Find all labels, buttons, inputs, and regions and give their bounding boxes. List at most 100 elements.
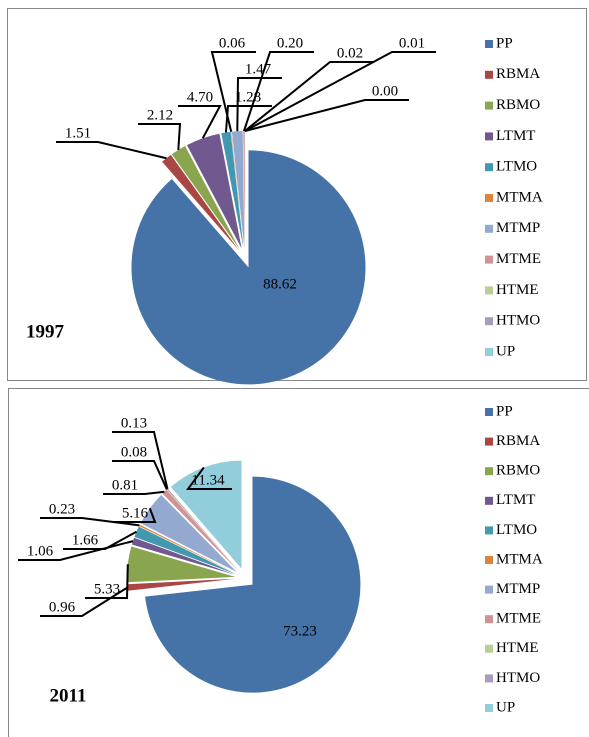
legend-label: MTME [496, 251, 541, 267]
leader-line [56, 141, 167, 160]
legend-swatch [485, 526, 493, 535]
legend-swatch [485, 40, 493, 48]
legend-swatch [485, 132, 493, 141]
legend-label: HTMO [496, 313, 540, 329]
legend-label: HTME [496, 640, 539, 656]
leader-line [63, 530, 137, 550]
data-label: 1.47 [245, 61, 272, 77]
data-label: 1.51 [65, 125, 91, 141]
leader-line [210, 51, 256, 132]
pie-slice [221, 131, 244, 249]
leader-line [224, 105, 272, 133]
panel-frame [8, 388, 589, 737]
legend-swatch [485, 556, 493, 564]
leader-line [40, 586, 128, 617]
data-label: 11.34 [191, 472, 225, 488]
pie-slice [162, 489, 239, 571]
pie-slice [166, 489, 239, 571]
leader-line [186, 466, 232, 490]
legend-label: HTME [496, 282, 539, 298]
panel-frame [7, 8, 587, 381]
legend-swatch [485, 163, 493, 172]
leader-line [112, 431, 169, 490]
chart-title: 2011 [50, 685, 87, 706]
leader-line [112, 460, 168, 490]
pie-slice [140, 495, 237, 573]
legend-swatch [485, 255, 493, 264]
legend-swatch [485, 674, 493, 683]
pie-slice [127, 546, 236, 583]
leader-line [85, 564, 129, 599]
leader-line [244, 61, 374, 132]
legend-label: RBMO [496, 463, 540, 479]
data-label: 5.16 [122, 505, 149, 521]
legend-label: HTMO [496, 670, 540, 686]
pie-slice [162, 154, 239, 251]
legend-label: MTMA [496, 189, 543, 205]
legend-swatch [485, 467, 493, 476]
legend-label: UP [496, 699, 515, 715]
pie-slice [145, 476, 361, 693]
data-label: 2.12 [147, 107, 173, 123]
legend-label: RBMA [496, 66, 540, 82]
legend-label: PP [496, 35, 513, 51]
data-label: 0.01 [399, 35, 425, 51]
data-label: 1.06 [27, 543, 54, 559]
legend-label: MTMP [496, 220, 540, 236]
pie-slice [171, 146, 240, 250]
legend-swatch [485, 704, 493, 712]
pie-slice [167, 488, 239, 571]
legend-label: RBMO [496, 97, 540, 113]
leader-line [236, 77, 282, 132]
leader-line [244, 51, 436, 132]
legend-label: LTMT [496, 492, 535, 508]
legend-swatch [485, 70, 493, 79]
data-label: 73.23 [283, 623, 317, 639]
data-label: 0.81 [112, 477, 138, 493]
legend-swatch [485, 496, 493, 505]
legend-swatch [485, 644, 493, 653]
data-label: 0.23 [49, 501, 75, 517]
pie-slice [131, 537, 236, 575]
data-label: 0.08 [121, 444, 147, 460]
legend-label: UP [496, 343, 515, 359]
leader-line [243, 51, 314, 132]
legend-swatch [485, 224, 493, 233]
data-label: 0.20 [277, 35, 303, 51]
data-label: 0.02 [337, 45, 363, 61]
legend-label: LTMO [496, 522, 537, 538]
data-label: 4.70 [187, 89, 213, 105]
legend-swatch [485, 194, 493, 202]
pie-slice [231, 131, 244, 249]
data-label: 0.06 [219, 35, 246, 51]
data-label: 5.33 [94, 581, 120, 597]
leader-line [113, 507, 157, 523]
pie-slice [186, 133, 242, 249]
data-label: 1.66 [72, 532, 99, 548]
legend-label: MTME [496, 611, 541, 627]
leader-line [244, 99, 409, 132]
legend-label: RBMA [496, 433, 540, 449]
legend-swatch [485, 437, 493, 446]
legend-label: LTMO [496, 159, 537, 175]
pie-slice [139, 524, 237, 574]
data-label: 0.96 [49, 599, 76, 615]
legend-swatch [485, 348, 493, 356]
legend-swatch [485, 585, 493, 594]
data-label: 0.00 [372, 83, 398, 99]
legend-swatch [485, 408, 493, 416]
legend-label: MTMA [496, 551, 543, 567]
legend-swatch [485, 286, 493, 295]
legend-swatch [485, 101, 493, 110]
legend-label: LTMT [496, 128, 535, 144]
leader-line [138, 123, 182, 150]
data-label: 0.13 [121, 415, 147, 431]
pie-slice [243, 131, 245, 249]
legend-swatch [485, 615, 493, 624]
leader-line [178, 105, 222, 139]
data-label: 88.62 [263, 276, 297, 292]
chart-title: 1997 [26, 321, 65, 342]
pie-slice [231, 131, 245, 249]
